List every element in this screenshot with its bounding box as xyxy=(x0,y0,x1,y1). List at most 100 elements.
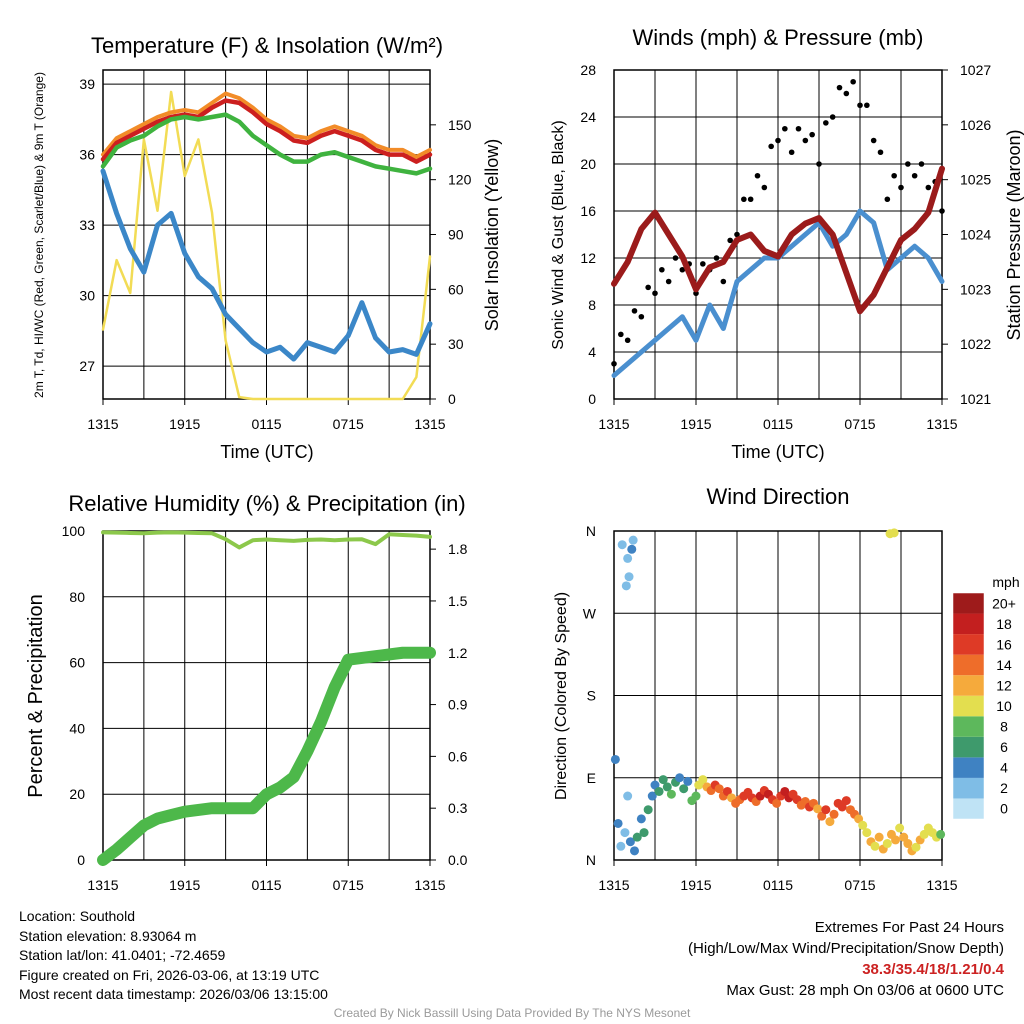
y2-tick-label: 0.0 xyxy=(448,852,468,868)
gust-point xyxy=(898,184,904,191)
gust-point xyxy=(877,149,884,156)
colorbar-swatch xyxy=(953,757,984,778)
y-tick-label: 27 xyxy=(79,358,95,374)
gust-point xyxy=(788,149,795,156)
gust-point xyxy=(939,208,945,214)
figure-created: Figure created on Fri, 2026-03-06, at 13… xyxy=(19,966,320,983)
colorbar-label: 16 xyxy=(996,636,1012,652)
wind-direction-point xyxy=(647,791,657,801)
x-tick-label: 0115 xyxy=(251,877,281,893)
gust-point xyxy=(665,278,672,285)
y-axis-label-humidity: Percent & Precipitation xyxy=(25,594,47,797)
y2-tick-label: 1026 xyxy=(960,117,991,133)
wind-direction-point xyxy=(889,528,899,538)
y-axis-label-wind: Sonic Wind & Gust (Blue, Black) xyxy=(550,120,567,349)
gust-point xyxy=(700,261,706,267)
y-axis-label-direction: Direction (Colored By Speed) xyxy=(553,592,570,800)
station-info: Location: Southold Station elevation: 8.… xyxy=(19,907,328,1005)
y-tick-label: 20 xyxy=(580,156,596,172)
gust-point xyxy=(713,255,720,261)
x-tick-label: 1915 xyxy=(680,877,711,893)
y-tick-label: 36 xyxy=(79,147,95,163)
y2-tick-label: 1021 xyxy=(960,391,991,407)
colorbar-frame xyxy=(952,592,985,820)
colorbar-label: 0 xyxy=(1000,801,1008,817)
wind-direction-point xyxy=(679,784,689,794)
wind-direction-point xyxy=(623,791,633,801)
y-tick-label: 8 xyxy=(588,297,596,313)
wind-direction-point xyxy=(936,829,946,839)
series-precipitation xyxy=(97,646,436,866)
gust-point xyxy=(884,196,891,203)
chart-title-winds: Winds (mph) & Pressure (mb) xyxy=(633,25,924,50)
wind-direction-point xyxy=(666,789,676,799)
wind-direction-point xyxy=(616,841,626,851)
wind-direction-point xyxy=(613,818,623,828)
y2-tick-label: 30 xyxy=(448,336,464,352)
chart-title-temperature: Temperature (F) & Insolation (W/m²) xyxy=(91,33,443,58)
y-tick-label: 30 xyxy=(79,288,95,304)
station-elevation: Station elevation: 8.93064 m xyxy=(19,927,197,944)
wind-direction-point xyxy=(632,832,642,842)
gust-point xyxy=(905,161,911,167)
gust-point xyxy=(857,102,863,109)
colorbar-label: 12 xyxy=(996,677,1012,693)
gust-point xyxy=(624,337,631,344)
extremes-values: 38.3/35.4/18/1.21/0.4 xyxy=(862,961,1004,978)
wind-direction-point xyxy=(821,805,831,815)
wind-direction-point xyxy=(874,832,884,842)
y-tick-label: 0 xyxy=(588,391,596,407)
gust-point xyxy=(720,278,727,285)
extremes-info: Extremes For Past 24 Hours (High/Low/Max… xyxy=(688,917,1004,1001)
wind-direction-point xyxy=(625,837,635,847)
y2-tick-label: 1022 xyxy=(960,336,991,352)
x-tick-label: 1315 xyxy=(87,416,118,432)
station-location: Location: Southold xyxy=(19,908,135,924)
series-9m-t xyxy=(101,91,432,159)
series-2m-t xyxy=(100,98,433,164)
wind-direction-point xyxy=(621,581,631,591)
extremes-labels: (High/Low/Max Wind/Precipitation/Snow De… xyxy=(688,940,1004,957)
wind-direction-point xyxy=(882,839,892,849)
y-tick-label: 40 xyxy=(69,720,85,736)
x-tick-label: 1315 xyxy=(414,416,445,432)
y-tick-label: W xyxy=(583,605,597,621)
x-tick-label: 0715 xyxy=(333,416,364,432)
x-tick-label: 1315 xyxy=(598,877,629,893)
x-tick-label: 1915 xyxy=(169,416,200,432)
x-axis-label: Time (UTC) xyxy=(220,442,313,462)
gust-point xyxy=(823,120,829,126)
y-tick-label: 12 xyxy=(580,250,596,266)
series-hi-wc xyxy=(100,168,433,362)
x-tick-label: 0715 xyxy=(844,416,875,432)
wind-direction-point xyxy=(639,828,649,838)
y2-tick-label: 1025 xyxy=(960,172,991,188)
gust-point xyxy=(836,84,843,91)
gust-point xyxy=(925,184,932,191)
most-recent-timestamp: Most recent data timestamp: 2026/03/06 1… xyxy=(19,986,328,1003)
gust-point xyxy=(795,125,802,132)
wind-direction-point xyxy=(813,804,823,814)
gust-point xyxy=(618,331,624,338)
wind-direction-point xyxy=(722,786,732,796)
y2-tick-label: 0 xyxy=(448,391,456,407)
wind-direction-point xyxy=(919,829,929,839)
wind-direction-point xyxy=(643,805,653,815)
x-tick-label: 0715 xyxy=(333,877,364,893)
y-tick-label: 4 xyxy=(588,344,596,360)
colorbar-label: 8 xyxy=(1000,719,1008,735)
y-tick-label: N xyxy=(586,852,596,868)
wind-direction-point xyxy=(623,553,633,563)
x-tick-label: 0115 xyxy=(763,877,793,893)
y-tick-label: N xyxy=(586,523,596,539)
gust-point xyxy=(829,114,836,120)
wind-direction-point xyxy=(627,544,637,554)
extremes-title: Extremes For Past 24 Hours xyxy=(814,919,1004,936)
gust-point xyxy=(645,284,651,291)
colorbar-swatch xyxy=(953,716,984,737)
x-tick-label: 1315 xyxy=(598,416,629,432)
wind-direction-point xyxy=(817,811,827,821)
wind-direction-point xyxy=(895,823,905,833)
chart-title-wind-direction: Wind Direction xyxy=(706,484,849,509)
series-relative-humidity xyxy=(101,530,432,550)
